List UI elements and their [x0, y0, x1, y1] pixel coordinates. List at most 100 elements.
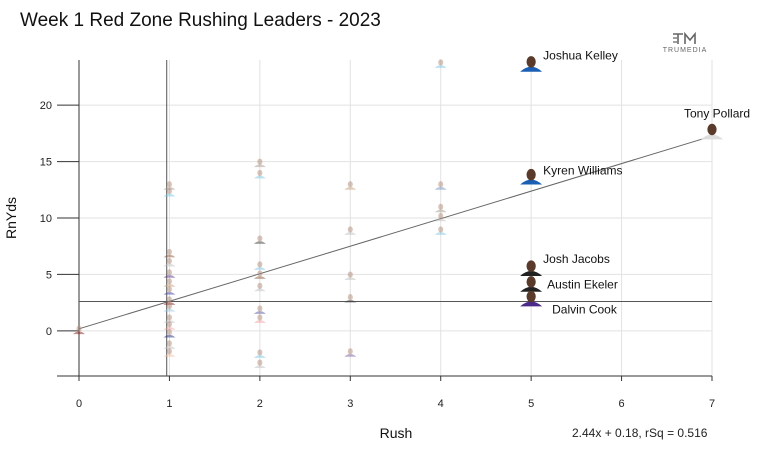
jersey-shape [434, 187, 447, 190]
data-point [163, 329, 176, 338]
jersey-shape [163, 308, 176, 312]
labeled-data-point [520, 276, 543, 292]
head-shape [347, 181, 353, 188]
jersey-shape [520, 66, 543, 72]
head-shape [257, 314, 263, 321]
axes [57, 60, 713, 381]
x-tick-label: 3 [347, 398, 353, 410]
jersey-shape [344, 232, 357, 235]
head-shape [438, 59, 444, 66]
jersey-shape [163, 334, 176, 338]
jersey-shape [520, 179, 543, 185]
player-label: Joshua Kelley [543, 49, 618, 63]
jersey-shape [253, 365, 266, 369]
jersey-shape [253, 355, 266, 358]
jersey-shape [344, 187, 357, 190]
jersey-shape [344, 277, 357, 280]
jersey-shape [73, 331, 85, 335]
x-tick-label: 1 [166, 398, 172, 410]
data-point [434, 59, 447, 68]
trumedia-logo-icon [673, 32, 696, 44]
jersey-shape [163, 275, 176, 278]
head-shape [438, 226, 444, 233]
jersey-shape [163, 326, 176, 330]
logo-text: TRUMEDIA [662, 47, 708, 54]
labeled-data-point [701, 123, 723, 140]
data-point [253, 158, 266, 168]
data-point [73, 325, 85, 335]
data-point [344, 348, 357, 357]
head-shape [526, 168, 536, 181]
data-point [163, 278, 176, 287]
head-shape [166, 181, 172, 188]
data-point [163, 303, 176, 312]
head-shape [347, 294, 353, 301]
data-point [253, 349, 266, 358]
data-point [163, 348, 176, 357]
head-shape [438, 212, 444, 220]
head-shape [257, 359, 263, 366]
jersey-shape [253, 241, 266, 244]
data-point [253, 270, 266, 279]
data-point [253, 359, 266, 369]
data-point [163, 269, 176, 278]
head-shape [347, 271, 353, 278]
jersey-shape [253, 320, 266, 323]
y-tick-label: 0 [46, 326, 52, 338]
x-tick-label: 6 [619, 398, 625, 410]
head-shape [257, 235, 263, 242]
data-point [163, 248, 176, 258]
jersey-shape [344, 299, 357, 303]
y-tick-label: 10 [40, 213, 52, 225]
head-shape [166, 303, 172, 310]
tick-labels: 0 1 2 3 4 5 6 7 0 5 10 15 20 [40, 100, 715, 410]
head-shape [166, 269, 172, 276]
data-point [434, 212, 447, 222]
head-shape [347, 348, 353, 355]
chart-title: Week 1 Red Zone Rushing Leaders - 2023 [20, 10, 381, 31]
jersey-shape [163, 346, 176, 349]
trendline-equation: 2.44x + 0.18, rSq = 0.516 [572, 426, 708, 440]
y-tick-label: 15 [40, 157, 52, 169]
x-tick-label: 0 [76, 398, 82, 410]
grid-lines [79, 60, 713, 376]
head-shape [347, 226, 353, 233]
data-point [344, 271, 357, 280]
point-labels: Joshua Kelley Tony Pollard Kyren Williams J… [543, 49, 750, 317]
head-shape [76, 325, 82, 332]
head-shape [166, 187, 172, 195]
jersey-shape [520, 301, 543, 307]
x-tick-label: 2 [257, 398, 263, 410]
y-tick-label: 5 [46, 269, 52, 281]
data-point [253, 314, 266, 323]
head-shape [526, 290, 536, 303]
jersey-shape [163, 284, 176, 287]
head-shape [166, 314, 172, 321]
head-shape [166, 296, 172, 303]
jersey-shape [434, 209, 447, 213]
player-label: Austin Ekeler [547, 278, 618, 292]
head-shape [257, 282, 263, 289]
jersey-shape [253, 311, 266, 314]
jersey-shape [163, 291, 176, 295]
trumedia-logo: TRUMEDIA [655, 32, 715, 60]
labeled-data-point [520, 56, 543, 72]
head-shape [438, 203, 444, 210]
labeled-data-point [520, 168, 543, 185]
jersey-shape [253, 175, 266, 179]
head-shape [257, 169, 263, 177]
head-shape [166, 348, 172, 355]
jersey-shape [163, 193, 176, 197]
head-shape [166, 329, 172, 336]
data-point [163, 321, 176, 330]
data-point [344, 226, 357, 235]
head-shape [526, 276, 536, 288]
head-shape [166, 340, 172, 347]
labeled-data-point [520, 290, 543, 307]
data-point [434, 226, 447, 235]
data-point [163, 257, 176, 267]
jersey-shape [434, 65, 447, 68]
x-tick-label: 5 [528, 398, 534, 410]
jersey-shape [253, 276, 266, 279]
